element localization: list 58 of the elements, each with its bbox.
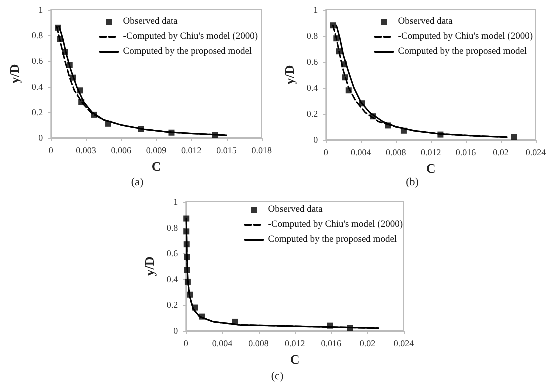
y-axis-title: y/D <box>7 64 22 84</box>
x-tick-label: 0.015 <box>216 146 238 156</box>
text: (c) <box>271 370 284 382</box>
y-tick-label: 0.4 <box>306 83 319 93</box>
x-tick-label: 0.006 <box>111 146 132 156</box>
y-tick-label: 1 <box>38 5 44 15</box>
y-tick-label: 0.6 <box>32 56 44 66</box>
x-tick-label: 0.003 <box>76 146 97 156</box>
y-tick-label: 0.2 <box>32 107 44 118</box>
y-tick-label: 0.8 <box>32 30 44 41</box>
x-tick-label: 0.018 <box>252 146 272 156</box>
y-axis-title: y/D <box>142 256 157 276</box>
text: (a) <box>131 176 144 188</box>
y-tick-label: 0.6 <box>306 57 319 67</box>
y-tick-label: 0.2 <box>166 300 178 310</box>
x-tick-label: 0.008 <box>248 338 270 348</box>
x-tick-label: 0.024 <box>526 148 547 158</box>
x-tick-label: 0 <box>48 146 54 156</box>
legend-label: Computed by the proposed model <box>398 47 528 57</box>
x-axis-title: C <box>426 160 436 176</box>
x-tick-label: 0.004 <box>212 338 234 348</box>
x-tick-label: 0.02 <box>360 338 376 348</box>
x-axis-title: C <box>290 352 300 367</box>
x-tick-label: 0.004 <box>351 148 372 158</box>
legend-label: Observed data <box>398 17 454 27</box>
legend-label: -Computed by Chiu's model (2000) <box>398 32 533 42</box>
x-axis-title: C <box>152 158 162 174</box>
y-tick-label: 0 <box>38 133 44 143</box>
x-tick-label: 0.02 <box>493 148 509 158</box>
legend-label: -Computed by Chiu's model (2000) <box>268 220 403 230</box>
y-axis-title: y/D <box>282 65 297 85</box>
x-tick-label: 0.012 <box>420 148 442 158</box>
text: (b) <box>406 176 420 188</box>
x-tick-label: 0.016 <box>456 148 477 158</box>
x-tick-label: 0 <box>324 148 329 158</box>
y-tick-label: 1 <box>314 5 318 15</box>
legend-label: Observed data <box>123 17 179 27</box>
legend-label: -Computed by Chiu's model (2000) <box>123 32 258 42</box>
legend-label: Computed by the proposed model <box>123 47 252 57</box>
x-tick-label: 0.024 <box>394 338 415 348</box>
point <box>511 134 518 140</box>
y-tick-label: 0.8 <box>166 222 179 233</box>
y-tick-label: 0.8 <box>306 31 319 41</box>
y-tick-label: 0 <box>174 326 179 336</box>
legend-label: Observed data <box>268 205 324 215</box>
x-tick-label: 0 <box>184 338 189 348</box>
y-tick-label: 0 <box>314 135 319 145</box>
x-tick-label: 0.016 <box>321 338 342 348</box>
legend-label: Computed by the proposed model <box>268 235 398 245</box>
x-tick-label: 0.008 <box>386 148 407 158</box>
y-tick-label: 0.4 <box>166 274 179 284</box>
x-tick-label: 0.009 <box>146 146 168 156</box>
x-tick-label: 0.012 <box>182 146 202 156</box>
x-tick-label: 0.012 <box>284 338 306 348</box>
y-tick-label: 1 <box>174 197 178 207</box>
y-tick-label: 0.4 <box>32 82 44 92</box>
y-tick-label: 0.2 <box>306 109 318 119</box>
y-tick-label: 0.6 <box>166 248 179 259</box>
